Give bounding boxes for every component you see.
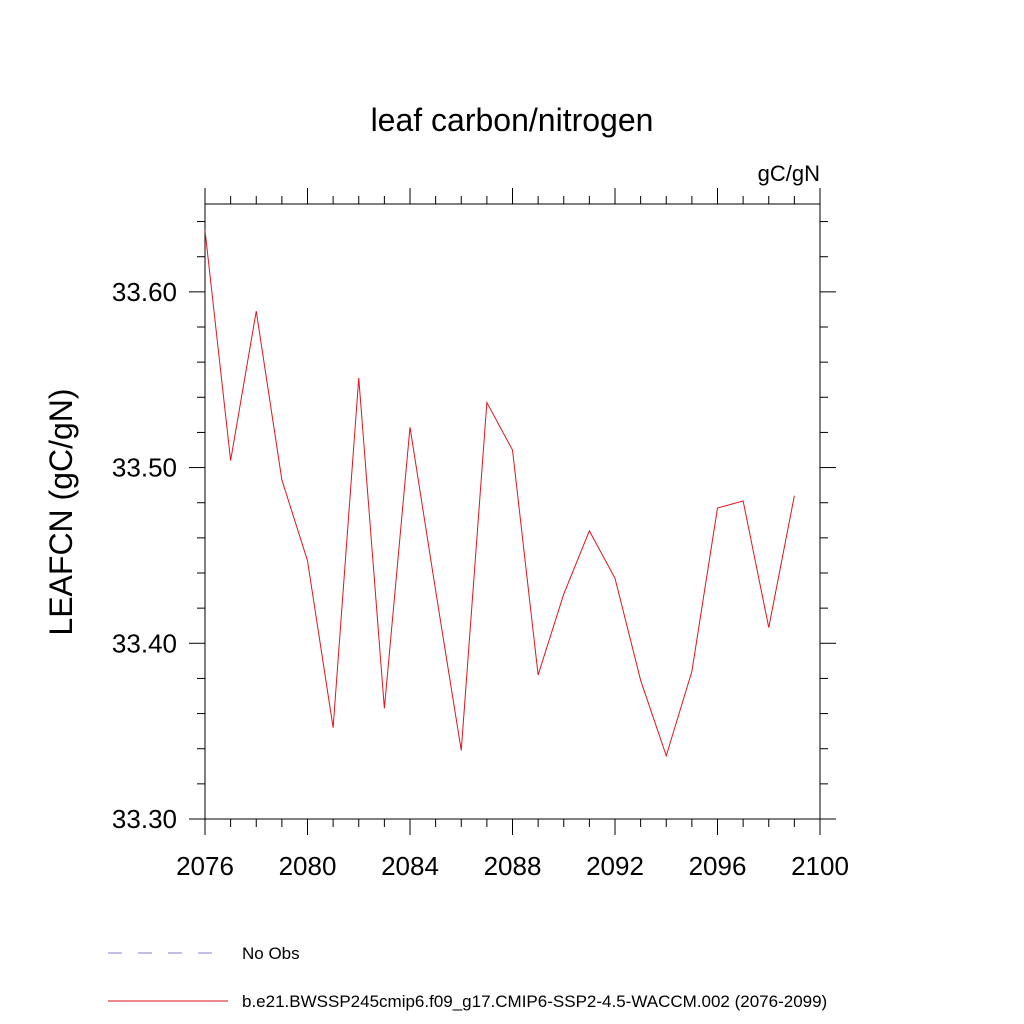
x-tick-label: 2096	[689, 851, 747, 881]
y-tick-label: 33.60	[112, 277, 177, 307]
x-tick-label: 2092	[586, 851, 644, 881]
plot-frame	[204, 203, 821, 820]
units-label: gC/gN	[758, 161, 820, 186]
x-axis-ticks: 2076 2080 2084 2088 2092 2096 2100	[176, 188, 849, 881]
y-tick-label: 33.40	[112, 628, 177, 658]
x-tick-label: 2080	[279, 851, 337, 881]
legend-label-model: b.e21.BWSSP245cmip6.f09_g17.CMIP6-SSP2-4…	[242, 992, 827, 1011]
legend-label-no-obs: No Obs	[242, 944, 300, 963]
x-tick-label: 2088	[484, 851, 542, 881]
x-tick-label: 2084	[381, 851, 439, 881]
series-line-1	[204, 230, 795, 758]
y-tick-label: 33.50	[112, 453, 177, 483]
x-tick-label: 2100	[791, 851, 849, 881]
chart-title: leaf carbon/nitrogen	[371, 102, 654, 138]
legend: No Obs b.e21.BWSSP245cmip6.f09_g17.CMIP6…	[108, 944, 827, 1011]
y-tick-label: 33.30	[112, 804, 177, 834]
x-tick-label: 2076	[176, 851, 234, 881]
y-axis-ticks: 33.30 33.40 33.50 33.60	[112, 221, 836, 834]
y-axis-label: LEAFCN (gC/gN)	[43, 388, 79, 635]
series-layer	[204, 230, 795, 758]
